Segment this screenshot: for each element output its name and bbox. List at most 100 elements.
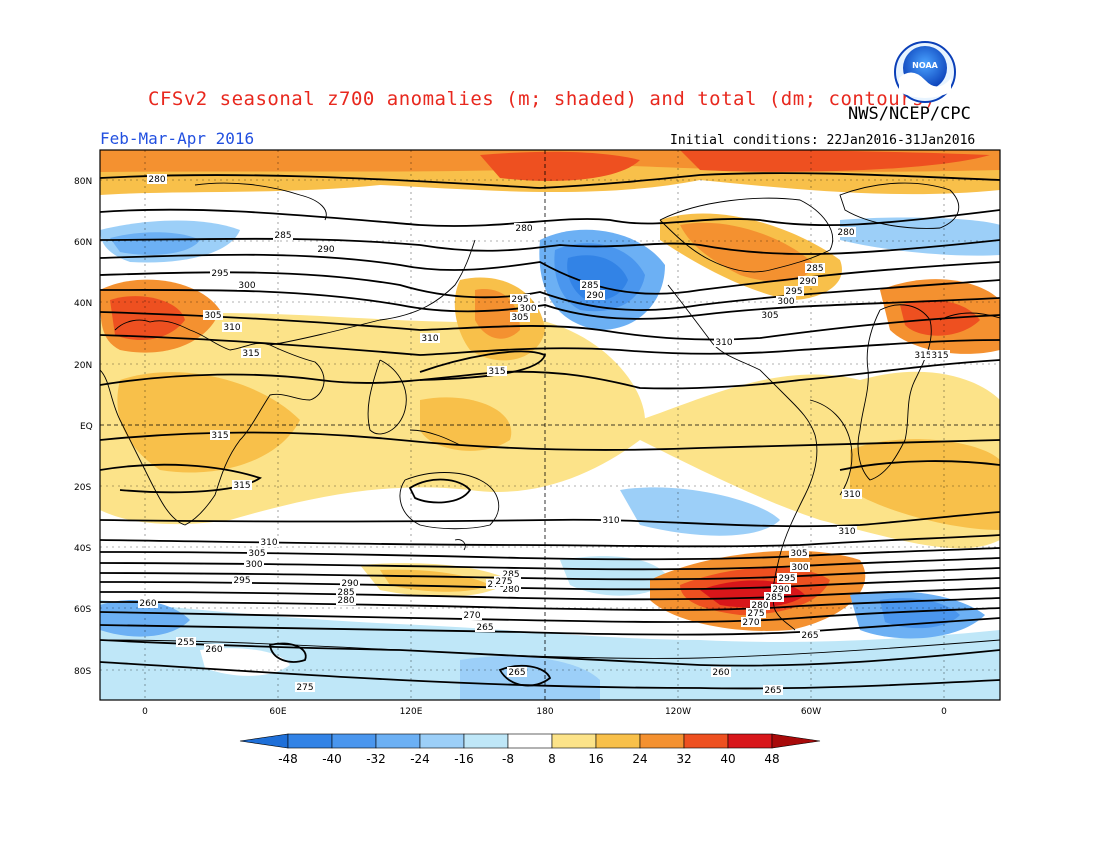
initial-conditions-label: Initial conditions: 22Jan2016-31Jan2016 <box>670 133 976 148</box>
coastlines <box>100 182 1000 659</box>
contour-label: 310 <box>259 537 279 548</box>
contour-label: 315 <box>913 350 933 361</box>
contour-label-text: 305 <box>204 311 221 321</box>
contour-label: 275 <box>295 682 315 693</box>
contour-label: 285 <box>336 587 356 598</box>
contour-label-text: 305 <box>761 311 778 321</box>
contour-label-text: 305 <box>790 549 807 559</box>
colorbar-swatch <box>239 733 289 749</box>
contour-label-text: 290 <box>341 579 358 589</box>
contour-label-text: 310 <box>838 527 855 537</box>
contour-label: 260 <box>204 644 224 655</box>
contour-label: 295 <box>784 286 804 297</box>
contour-label: 315 <box>232 480 252 491</box>
contour-label-text: 315 <box>931 351 948 361</box>
colorbar-swatch <box>375 733 421 749</box>
colorbar-label: 24 <box>632 752 647 766</box>
contour-label-text: 270 <box>463 611 480 621</box>
lat-label: EQ <box>80 422 93 432</box>
colorbar-swatch <box>727 733 773 749</box>
colorbar-label: -8 <box>502 752 514 766</box>
contour-label: 290 <box>316 244 336 255</box>
lon-axis: 0 60E 120E 180 120W 60W 0 <box>142 707 947 717</box>
contour-label-text: 255 <box>177 638 194 648</box>
contour-label: 310 <box>714 337 734 348</box>
contour-label-text: 280 <box>148 175 165 185</box>
contour-label-text: 280 <box>515 224 532 234</box>
lon-label: 60E <box>269 707 286 717</box>
contour-label: 265 <box>800 630 820 641</box>
contour-label: 285 <box>764 592 784 603</box>
colorbar-swatch <box>683 733 729 749</box>
chart-title: CFSv2 seasonal z700 anomalies (m; shaded… <box>148 88 936 110</box>
contour-label-text: 300 <box>519 304 536 314</box>
lat-axis: 80N 60N 40N 20N EQ 20S 40S 60S 80S <box>74 177 93 677</box>
contour-label: 280 <box>514 223 534 234</box>
contour-label-text: 310 <box>843 490 860 500</box>
contour-label: 310 <box>420 333 440 344</box>
colorbar-swatch <box>331 733 377 749</box>
contour-label-text: 290 <box>772 585 789 595</box>
contour-label: 285 <box>501 569 521 580</box>
contour-label: 280 <box>836 227 856 238</box>
colorbar-swatch <box>551 733 597 749</box>
contour-label-text: 265 <box>764 686 781 696</box>
contour-label-text: 270 <box>742 618 759 628</box>
contour-label-text: 280 <box>751 601 768 611</box>
contour-label-text: 310 <box>260 538 277 548</box>
contour-label-text: 305 <box>511 313 528 323</box>
contour-label: 280 <box>336 595 356 606</box>
contour-label-text: 300 <box>245 560 262 570</box>
contour-label-text: 280 <box>502 585 519 595</box>
lat-label: 60N <box>74 238 92 248</box>
lat-label: 60S <box>74 605 91 615</box>
contour-label: 290 <box>771 584 791 595</box>
contour-label: 275 <box>746 608 766 619</box>
lon-label: 120E <box>400 707 423 717</box>
contour-label: 300 <box>790 562 810 573</box>
contour-label: 295 <box>210 268 230 279</box>
colorbar-swatch <box>507 733 553 749</box>
contour-label-text: 260 <box>139 599 156 609</box>
contour-label: 270 <box>462 610 482 621</box>
colorbar-swatch <box>771 733 821 749</box>
agency-label: NWS/NCEP/CPC <box>848 104 971 124</box>
contour-label: 280 <box>501 584 521 595</box>
contour-label: 260 <box>711 667 731 678</box>
lat-label: 40N <box>74 299 92 309</box>
lon-label: 120W <box>665 707 691 717</box>
season-label: Feb-Mar-Apr 2016 <box>100 129 255 148</box>
lat-label: 20S <box>74 483 91 493</box>
contour-label-text: 275 <box>296 683 313 693</box>
contour-label-text: 285 <box>337 588 354 598</box>
contour-label: 270 <box>741 617 761 628</box>
contour-label-text: 285 <box>274 231 291 241</box>
contour-label: 265 <box>475 622 495 633</box>
colorbar-swatch <box>463 733 509 749</box>
contour-label: 260 <box>138 598 158 609</box>
colorbar-label: 40 <box>720 752 735 766</box>
contour-label: 315 <box>241 348 261 359</box>
contour-label-text: 295 <box>511 295 528 305</box>
contour-label: 300 <box>244 559 264 570</box>
contour-label: 285 <box>580 280 600 291</box>
contour-label-text: 315 <box>914 351 931 361</box>
contour-label-text: 280 <box>337 596 354 606</box>
contour-label: 315 <box>930 350 950 361</box>
colorbar-swatch <box>419 733 465 749</box>
contour-label: 310 <box>601 515 621 526</box>
contour-label-text: 285 <box>765 593 782 603</box>
colorbar-label: -16 <box>454 752 474 766</box>
colorbar-label: -24 <box>410 752 430 766</box>
contour-label: 265 <box>507 667 527 678</box>
contour-label-text: 285 <box>581 281 598 291</box>
colorbar-label: 8 <box>548 752 556 766</box>
lon-label: 0 <box>941 707 947 717</box>
contour-label: 310 <box>222 322 242 333</box>
contour-label-text: 290 <box>799 277 816 287</box>
colorbar-swatch <box>595 733 641 749</box>
contour-label: 280 <box>750 600 770 611</box>
lon-label: 0 <box>142 707 148 717</box>
colorbar-swatch <box>639 733 685 749</box>
contour-label: 305 <box>789 548 809 559</box>
